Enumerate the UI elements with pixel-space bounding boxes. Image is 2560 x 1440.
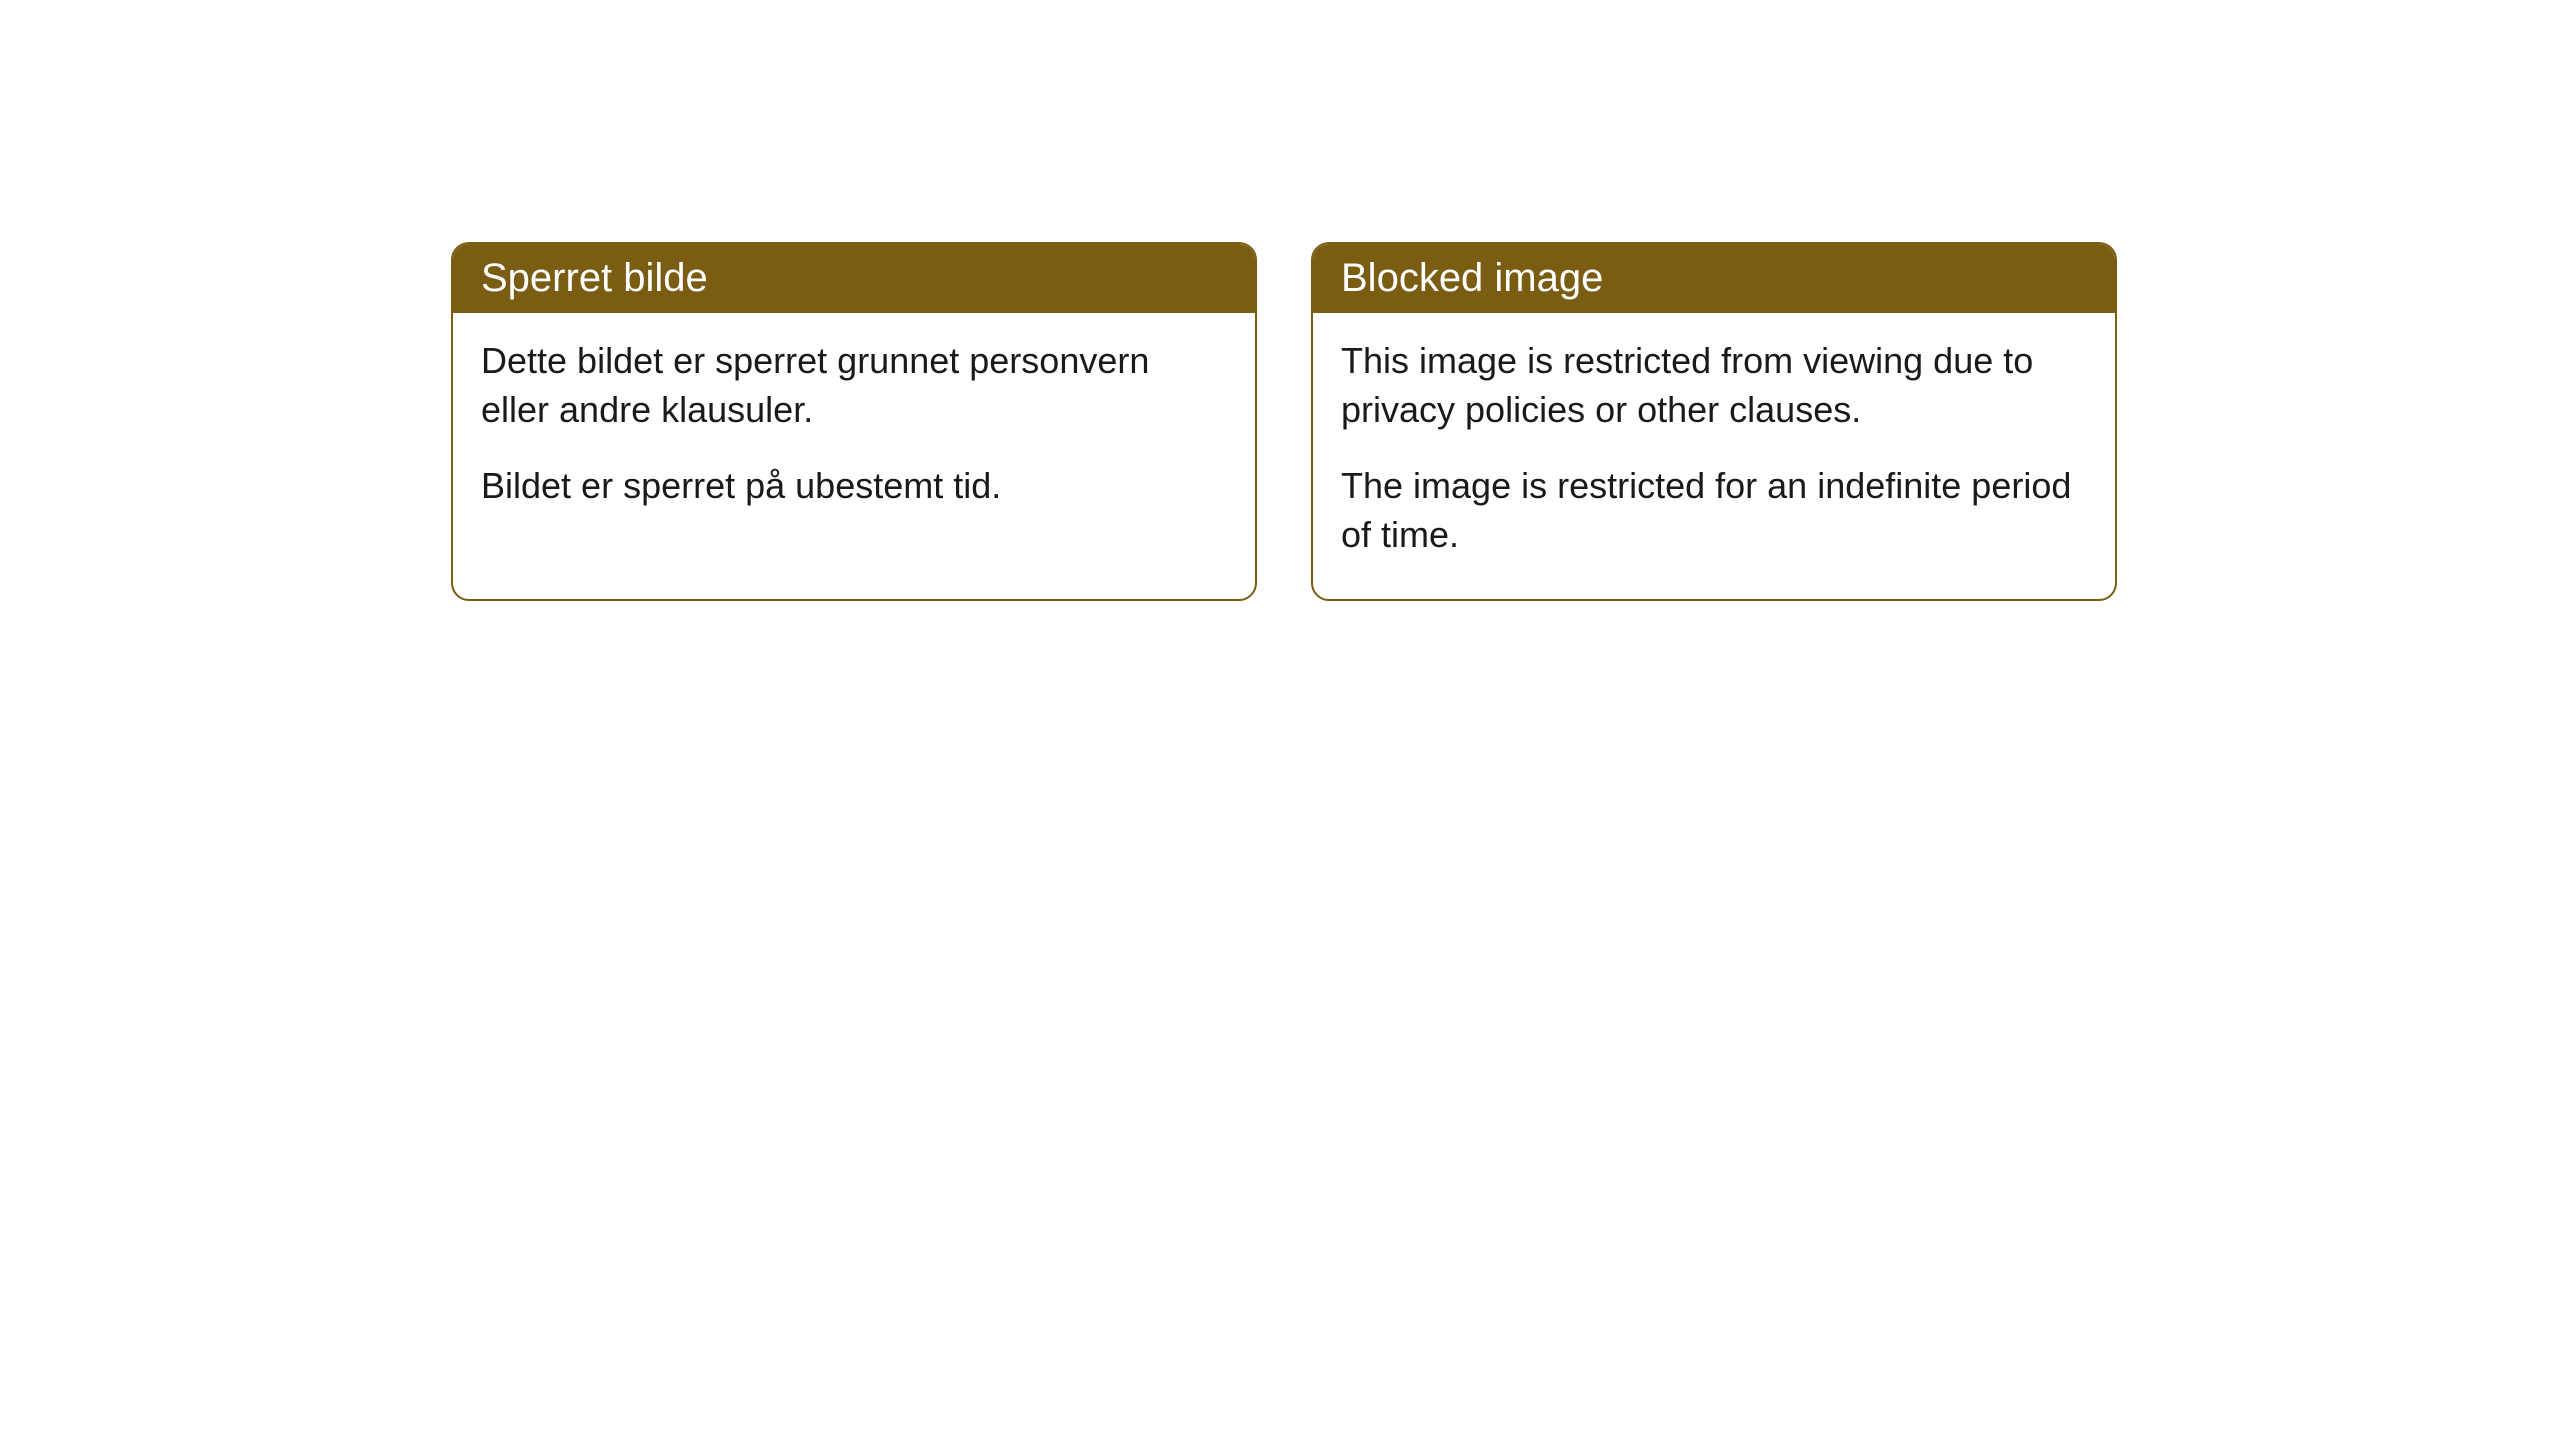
- card-paragraph: The image is restricted for an indefinit…: [1341, 462, 2087, 559]
- card-title: Sperret bilde: [481, 256, 708, 300]
- card-header-norwegian: Sperret bilde: [453, 244, 1255, 313]
- card-title: Blocked image: [1341, 256, 1603, 300]
- notice-card-english: Blocked image This image is restricted f…: [1311, 242, 2117, 601]
- card-paragraph: Bildet er sperret på ubestemt tid.: [481, 462, 1227, 511]
- card-body-norwegian: Dette bildet er sperret grunnet personve…: [453, 313, 1255, 551]
- notice-card-norwegian: Sperret bilde Dette bildet er sperret gr…: [451, 242, 1257, 601]
- card-body-english: This image is restricted from viewing du…: [1313, 313, 2115, 599]
- notice-cards-container: Sperret bilde Dette bildet er sperret gr…: [451, 242, 2117, 601]
- card-paragraph: This image is restricted from viewing du…: [1341, 337, 2087, 434]
- card-header-english: Blocked image: [1313, 244, 2115, 313]
- card-paragraph: Dette bildet er sperret grunnet personve…: [481, 337, 1227, 434]
